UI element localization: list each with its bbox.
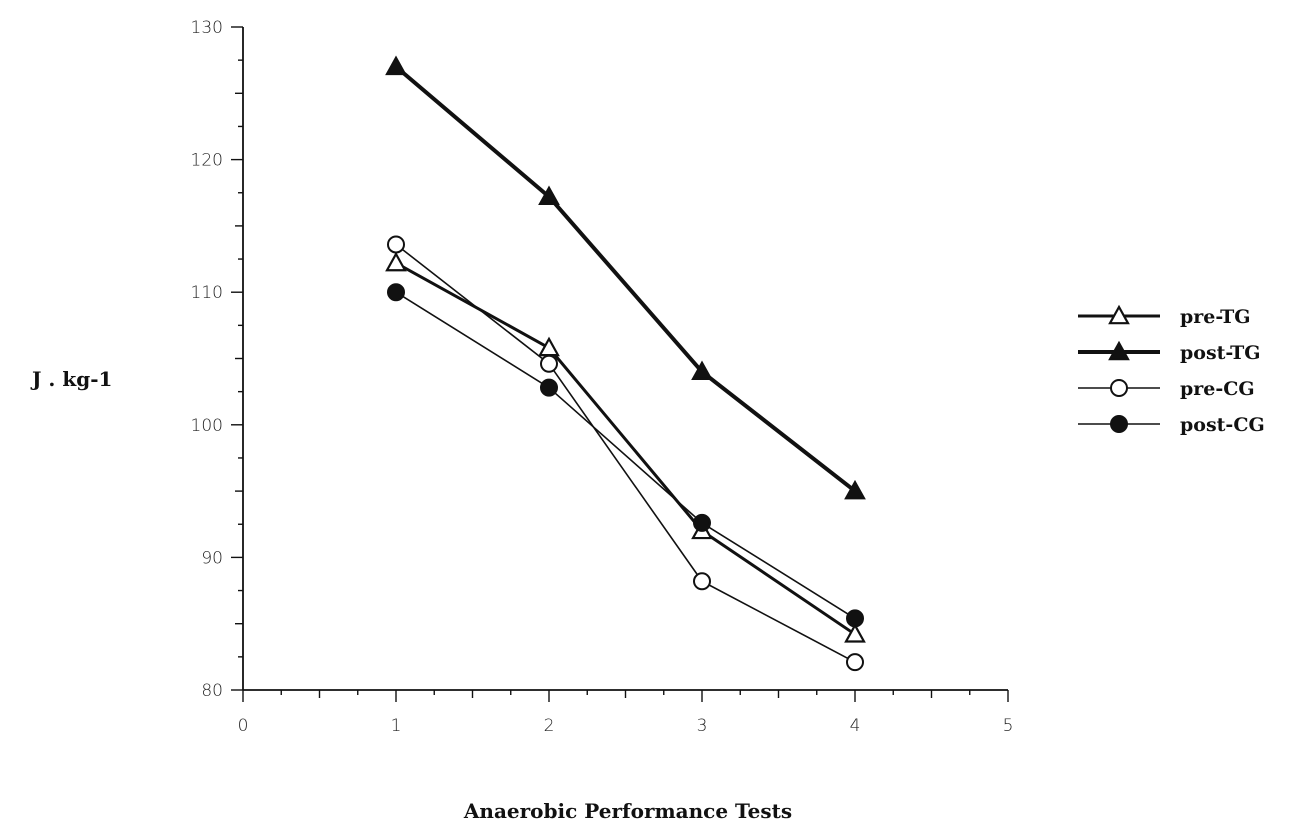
y-tick-label: 100: [191, 416, 223, 436]
data-point-pre-tg: [844, 623, 866, 643]
legend-marker-post-tg: [1108, 340, 1130, 361]
data-point-pre-cg: [846, 653, 864, 672]
data-point-pre-cg: [693, 572, 711, 591]
data-point-post-cg: [387, 283, 405, 302]
y-tick-label: 130: [191, 18, 223, 38]
series-line-post-tg: [394, 65, 857, 493]
data-point-post-tg: [385, 55, 407, 76]
x-tick-label: 2: [544, 716, 555, 736]
x-tick-label: 3: [697, 716, 708, 736]
data-point-post-tg: [691, 360, 713, 381]
data-point-post-tg: [844, 479, 866, 500]
y-tick-label: 90: [201, 548, 223, 568]
data-point-pre-tg: [385, 251, 407, 272]
x-tick-label: 0: [238, 716, 249, 736]
y-tick-label: 110: [191, 283, 223, 303]
legend-marker-post-cg: [1110, 415, 1128, 433]
data-point-post-tg: [538, 185, 560, 206]
data-point-post-cg: [540, 378, 558, 397]
legend-marker-pre-tg: [1108, 304, 1130, 325]
data-point-pre-cg: [387, 235, 405, 254]
x-axis-title: Anaerobic Performance Tests: [463, 799, 792, 823]
x-tick-label: 4: [850, 716, 861, 736]
y-axis-title: J . kg-1: [30, 367, 112, 391]
series-line-pre-tg: [395, 261, 856, 636]
legend-label-pre-cg: pre-CG: [1180, 378, 1255, 400]
legend-label-post-cg: post-CG: [1180, 414, 1265, 436]
data-point-pre-cg: [540, 354, 558, 373]
data-point-post-cg: [693, 513, 711, 532]
plot-area: 0 1 2 3 4 5 80 90 100 110 120 130: [191, 18, 1014, 736]
legend: pre-TG post-TG pre-CG post-CG: [1078, 304, 1265, 436]
x-tick-label: 5: [1003, 716, 1014, 736]
legend-marker-pre-cg: [1110, 379, 1128, 397]
x-tick-label: 1: [391, 716, 402, 736]
data-point-post-cg: [846, 609, 864, 628]
legend-label-post-tg: post-TG: [1180, 342, 1261, 364]
data-point-pre-tg: [538, 336, 560, 357]
legend-label-pre-tg: pre-TG: [1180, 306, 1251, 328]
series-line-pre-cg: [395, 243, 856, 663]
y-tick-label: 120: [191, 151, 223, 171]
series-line-post-cg: [395, 291, 856, 620]
y-tick-label: 80: [201, 681, 223, 701]
